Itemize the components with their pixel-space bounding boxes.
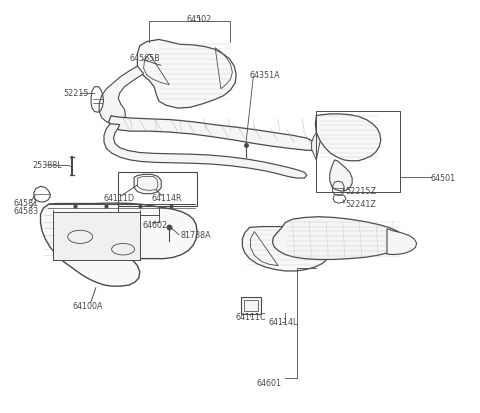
Polygon shape [330, 161, 352, 192]
Polygon shape [99, 67, 144, 124]
Bar [118, 173, 197, 206]
Polygon shape [242, 227, 331, 271]
Bar [53, 212, 140, 261]
Text: 64111D: 64111D [104, 194, 135, 203]
Text: 25388L: 25388L [33, 161, 62, 170]
Text: 64351A: 64351A [250, 71, 280, 80]
Polygon shape [134, 175, 161, 194]
Bar [316, 112, 400, 192]
Text: 64601: 64601 [256, 377, 281, 387]
Text: 64583: 64583 [13, 206, 38, 215]
Text: 52215: 52215 [63, 89, 89, 98]
Polygon shape [137, 40, 236, 109]
Polygon shape [312, 133, 320, 161]
Polygon shape [387, 229, 417, 255]
Text: 64565B: 64565B [129, 54, 160, 62]
Text: 64502: 64502 [187, 15, 212, 24]
Polygon shape [104, 124, 307, 178]
Polygon shape [40, 204, 197, 287]
Bar [244, 300, 258, 311]
Text: 64100A: 64100A [73, 301, 104, 310]
Text: 52241Z: 52241Z [345, 199, 376, 208]
Text: 64501: 64501 [431, 173, 456, 182]
Text: 81738A: 81738A [180, 231, 211, 240]
Bar [241, 298, 261, 314]
Text: 64111C: 64111C [235, 312, 266, 321]
Text: 64581: 64581 [13, 199, 38, 208]
Polygon shape [109, 116, 316, 151]
Text: 52215Z: 52215Z [345, 187, 376, 196]
Polygon shape [315, 115, 381, 161]
Polygon shape [273, 217, 403, 260]
Text: 64602: 64602 [142, 221, 168, 230]
Text: 64114L: 64114L [269, 318, 298, 327]
Text: 64114R: 64114R [152, 194, 182, 203]
